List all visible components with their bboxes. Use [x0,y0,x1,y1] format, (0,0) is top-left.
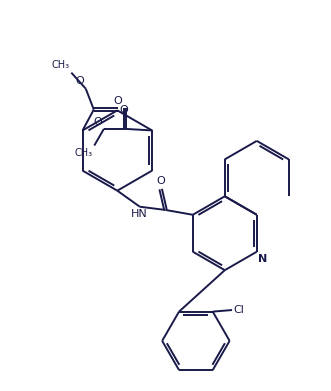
Text: CH₃: CH₃ [52,60,70,70]
Text: O: O [75,76,84,86]
Text: CH₃: CH₃ [74,148,93,158]
Text: HN: HN [130,209,147,219]
Text: N: N [259,254,268,264]
Text: O: O [156,176,165,186]
Text: O: O [94,117,102,127]
Text: Cl: Cl [233,305,244,315]
Text: O: O [114,96,122,106]
Text: O: O [119,104,128,115]
